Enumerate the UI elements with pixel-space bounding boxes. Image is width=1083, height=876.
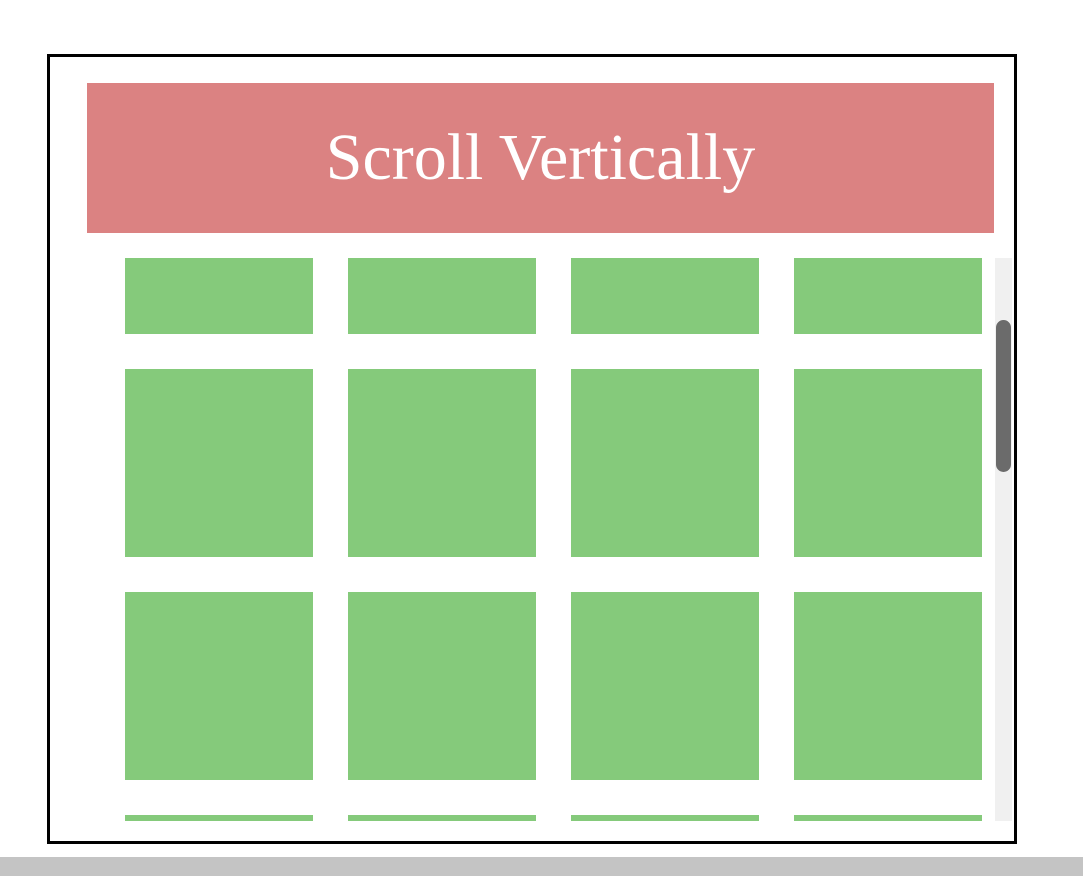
grid-tile [348, 258, 536, 334]
grid-tile [348, 369, 536, 557]
grid-tile [571, 815, 759, 821]
scrollbar-thumb[interactable] [996, 320, 1011, 472]
scroll-demo-frame: Scroll Vertically [47, 54, 1017, 844]
horizontal-scrollbar-track[interactable] [0, 857, 1083, 876]
grid-tile [125, 258, 313, 334]
grid-tile [348, 592, 536, 780]
grid-tile [125, 369, 313, 557]
header-banner: Scroll Vertically [87, 83, 994, 233]
grid-tile [348, 815, 536, 821]
tile-grid [125, 258, 982, 821]
grid-tile [125, 592, 313, 780]
grid-tile [794, 592, 982, 780]
grid-tile [571, 592, 759, 780]
page-title: Scroll Vertically [325, 121, 756, 194]
vertical-scrollbar[interactable] [995, 258, 1012, 821]
grid-tile [571, 369, 759, 557]
grid-tile [794, 258, 982, 334]
grid-tile [571, 258, 759, 334]
scroll-container[interactable] [87, 258, 994, 821]
grid-tile [794, 369, 982, 557]
grid-tile [125, 815, 313, 821]
grid-tile [794, 815, 982, 821]
